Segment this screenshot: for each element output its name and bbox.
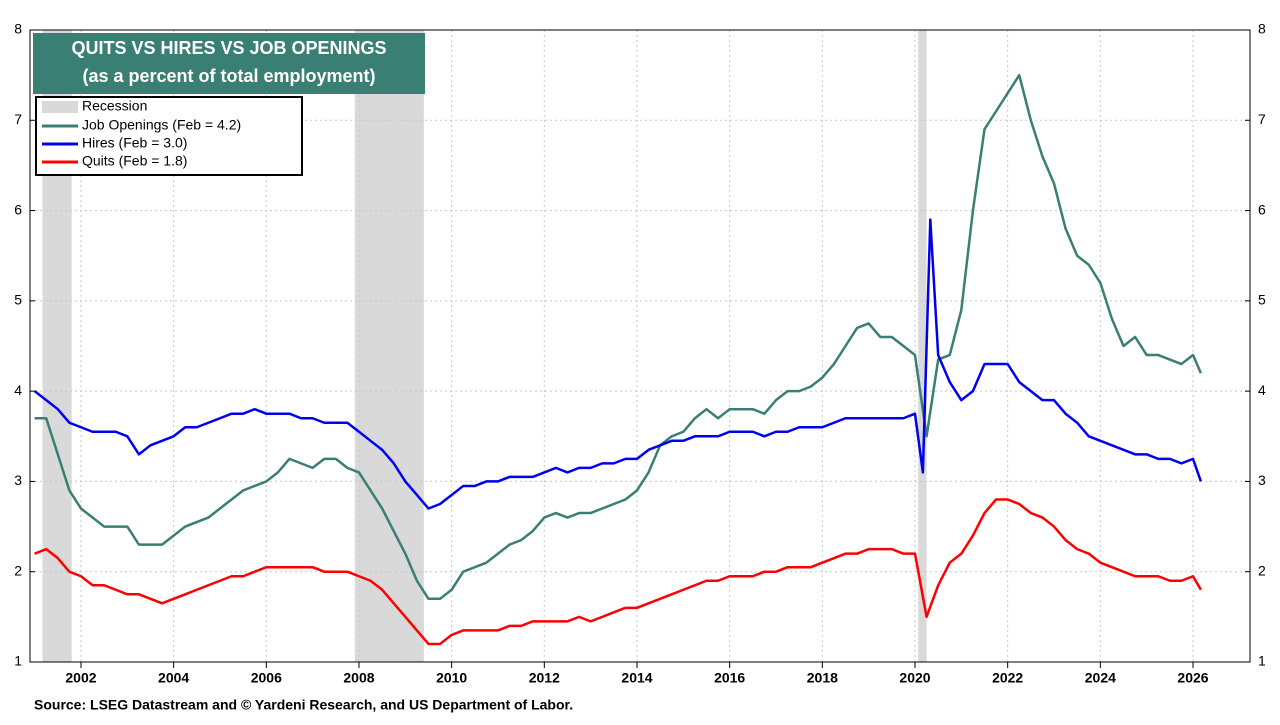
plot-frame bbox=[29, 29, 1251, 663]
legend-label: Quits (Feb = 1.8) bbox=[82, 153, 187, 169]
y-tick-label: 1 bbox=[14, 653, 22, 669]
source-note: Source: LSEG Datastream and © Yardeni Re… bbox=[34, 697, 573, 713]
y2-tick-label: 7 bbox=[1258, 111, 1266, 127]
series-line bbox=[34, 498, 1202, 646]
x-tick-label: 2012 bbox=[529, 670, 560, 686]
x-tick-label: 2004 bbox=[158, 670, 189, 686]
legend-label: Recession bbox=[82, 98, 147, 114]
y2-tick-label: 8 bbox=[1258, 21, 1266, 37]
recession-band bbox=[918, 30, 927, 662]
y2-tick-label: 6 bbox=[1258, 201, 1266, 217]
y2-tick-label: 3 bbox=[1258, 472, 1266, 488]
x-tick-label: 2020 bbox=[899, 670, 930, 686]
legend-swatch bbox=[42, 101, 78, 113]
chart-title: QUITS VS HIRES VS JOB OPENINGS bbox=[71, 38, 386, 58]
chart-subtitle: (as a percent of total employment) bbox=[82, 66, 375, 86]
x-tick-label: 2022 bbox=[992, 670, 1023, 686]
y-tick-label: 8 bbox=[14, 21, 22, 37]
x-tick-label: 2002 bbox=[65, 670, 96, 686]
x-tick-label: 2016 bbox=[714, 670, 745, 686]
y2-tick-label: 5 bbox=[1258, 292, 1266, 308]
x-tick-label: 2006 bbox=[251, 670, 282, 686]
legend-items: Recession Job Openings (Feb = 4.2) Hires (… bbox=[42, 98, 241, 169]
legend-label: Job Openings (Feb = 4.2) bbox=[82, 117, 241, 133]
y-tick-label: 7 bbox=[14, 111, 22, 127]
y-tick-label: 4 bbox=[14, 382, 22, 398]
x-tick-label: 2024 bbox=[1085, 670, 1116, 686]
series-line bbox=[33, 218, 1203, 510]
legend bbox=[35, 96, 303, 176]
y2-tick-label: 1 bbox=[1258, 653, 1266, 669]
y-tick-label: 6 bbox=[14, 201, 22, 217]
title-box bbox=[33, 33, 425, 94]
series-line bbox=[34, 73, 1203, 601]
x-tick-label: 2018 bbox=[807, 670, 838, 686]
y-tick-label: 2 bbox=[14, 562, 22, 578]
y-tick-label: 3 bbox=[14, 472, 22, 488]
y2-tick-label: 4 bbox=[1258, 382, 1266, 398]
x-tick-label: 2008 bbox=[343, 670, 374, 686]
y2-tick-label: 2 bbox=[1258, 562, 1266, 578]
x-tick-label: 2026 bbox=[1177, 670, 1208, 686]
recession-band bbox=[354, 30, 424, 662]
y-tick-label: 5 bbox=[14, 292, 22, 308]
legend-label: Hires (Feb = 3.0) bbox=[82, 135, 187, 151]
x-tick-label: 2014 bbox=[621, 670, 652, 686]
x-tick-label: 2010 bbox=[436, 670, 467, 686]
